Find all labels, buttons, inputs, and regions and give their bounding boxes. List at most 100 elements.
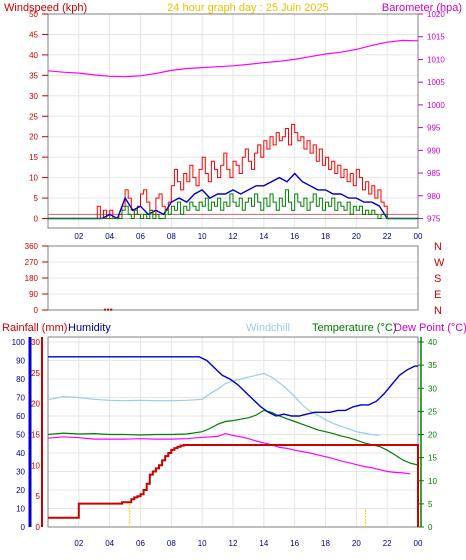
temperature-tick-label: 25: [428, 407, 437, 416]
windchill-series-line: [47, 372, 380, 436]
hour-tick-label: 04: [105, 232, 114, 241]
windspeed-tick-label: 50: [29, 10, 38, 19]
temperature-tick-label: 40: [428, 338, 437, 347]
temperature-tick-label: 20: [428, 431, 437, 440]
hour-tick-label: 20: [352, 539, 361, 548]
barometer-tick-label: 995: [427, 124, 441, 133]
hour-tick-label: 10: [198, 232, 207, 241]
rainfall-tick-label: 30: [31, 338, 40, 347]
barometer-series-line: [47, 39, 419, 78]
windchill-axis-label: Windchill: [246, 322, 290, 334]
rain-temp-chart: Rainfall (mm) Humidity Windchill Tempera…: [2, 322, 466, 548]
temperature-axis-label: Temperature (°C): [312, 322, 396, 334]
hour-tick-label: 22: [383, 539, 392, 548]
hour-tick-label: 20: [352, 232, 361, 241]
barometer-tick-label: 980: [427, 192, 441, 201]
direction-points: [104, 308, 113, 311]
dewpoint-axis-label: Dew Point (°C): [394, 322, 466, 334]
rainfall-tick-label: 25: [31, 369, 40, 378]
humidity-tick-label: 100: [12, 338, 26, 347]
windspeed-tick-label: 30: [29, 92, 38, 101]
bottom-plot-frame: [47, 336, 419, 528]
rainfall-tick-label: 0: [36, 523, 41, 532]
hour-tick-label: 08: [167, 539, 176, 548]
hour-tick-label: 12: [229, 232, 238, 241]
bottom-hour-tick-labels: 02 04 06 08 10 12 14 16 18 20 22 00: [74, 539, 423, 548]
direction-point: [110, 308, 113, 311]
hour-tick-label: 12: [229, 539, 238, 548]
barometer-tick-label: 975: [427, 215, 441, 224]
barometer-tick-label: 990: [427, 146, 441, 155]
barometer-tick-label: 1000: [427, 101, 445, 110]
top-hour-tick-labels: 02 04 06 08 10 12 14 16 18 20 22 00: [74, 232, 423, 241]
hour-tick-label: 14: [259, 232, 268, 241]
humidity-tick-label: 40: [16, 449, 25, 458]
hour-tick-label: 16: [290, 232, 299, 241]
rainfall-axis-label: Rainfall (mm): [2, 322, 67, 334]
barometer-tick-label: 1005: [427, 78, 445, 87]
rainfall-tick-label: 15: [31, 431, 40, 440]
hour-tick-label: 10: [198, 539, 207, 548]
barometer-axis-label: Barometer (hpa): [382, 2, 462, 14]
direction-tick-label: 90: [29, 290, 38, 299]
rainfall-tick-labels: 0 5 10 15 20 25 30: [31, 338, 40, 532]
windspeed-tick-label: 20: [29, 133, 38, 142]
windspeed-tick-label: 45: [29, 30, 38, 39]
hour-tick-label: 14: [259, 539, 268, 548]
barometer-tick-label: 1015: [427, 33, 445, 42]
windspeed-tick-labels: 0 5 10 15 20 25 30 35 40 45 50: [29, 10, 48, 224]
top-plot-frame: [47, 13, 419, 229]
windspeed-tick-label: 5: [34, 194, 39, 203]
humidity-series-line: [48, 356, 418, 417]
compass-label: W: [434, 257, 445, 269]
direction-point: [107, 308, 110, 311]
rainfall-tick-label: 10: [31, 461, 40, 470]
temperature-tick-label: 0: [428, 523, 433, 532]
direction-gridlines: [48, 245, 418, 311]
hour-tick-label: 18: [321, 539, 330, 548]
hour-tick-label: 08: [167, 232, 176, 241]
temperature-tick-label: 10: [428, 477, 437, 486]
humidity-tick-label: 80: [16, 375, 25, 384]
temperature-tick-labels: 0 5 10 15 20 25 30 35 40: [418, 338, 437, 532]
lull-series-line: [48, 189, 418, 219]
windspeed-tick-label: 10: [29, 174, 38, 183]
rainfall-tick-label: 20: [31, 400, 40, 409]
hour-tick-label: 22: [383, 232, 392, 241]
direction-tick-label: 270: [25, 258, 39, 267]
temperature-tick-label: 5: [428, 500, 433, 509]
compass-label: S: [434, 273, 441, 285]
direction-tick-label: 0: [34, 306, 39, 315]
barometer-tick-label: 1020: [427, 10, 445, 19]
rainfall-series-line: [48, 444, 419, 527]
direction-tick-labels: 360 270 180 90 0: [25, 242, 48, 315]
average-wind-series-line: [48, 172, 418, 220]
barometer-tick-labels: 975 980 985 990 995 1000 1005 1010 1015 1020: [418, 10, 445, 224]
hour-tick-label: 02: [74, 232, 83, 241]
wind-baro-chart: Windspeed (kph) 24 hour graph day : 25 J…: [4, 2, 462, 241]
windspeed-tick-label: 25: [29, 112, 38, 121]
hour-tick-label: 04: [105, 539, 114, 548]
temperature-tick-label: 35: [428, 361, 437, 370]
compass-label: N: [434, 305, 442, 317]
humidity-tick-label: 90: [16, 357, 25, 366]
hour-tick-label: 02: [74, 539, 83, 548]
temperature-tick-label: 30: [428, 384, 437, 393]
hour-tick-label: 06: [136, 539, 145, 548]
direction-tick-label: 360: [25, 242, 39, 251]
humidity-tick-label: 50: [16, 431, 25, 440]
direction-tick-label: 180: [25, 274, 39, 283]
bottom-gridlines: [48, 337, 419, 528]
windspeed-tick-label: 0: [34, 215, 39, 224]
temperature-tick-label: 15: [428, 454, 437, 463]
humidity-tick-label: 70: [16, 394, 25, 403]
humidity-tick-label: 30: [16, 468, 25, 477]
windspeed-tick-label: 40: [29, 51, 38, 60]
hour-tick-label: 00: [414, 539, 423, 548]
chart-title: 24 hour graph day : 25 Juin 2025: [167, 2, 328, 14]
rain-rate-marks: [129, 502, 367, 527]
windspeed-tick-label: 15: [29, 153, 38, 162]
